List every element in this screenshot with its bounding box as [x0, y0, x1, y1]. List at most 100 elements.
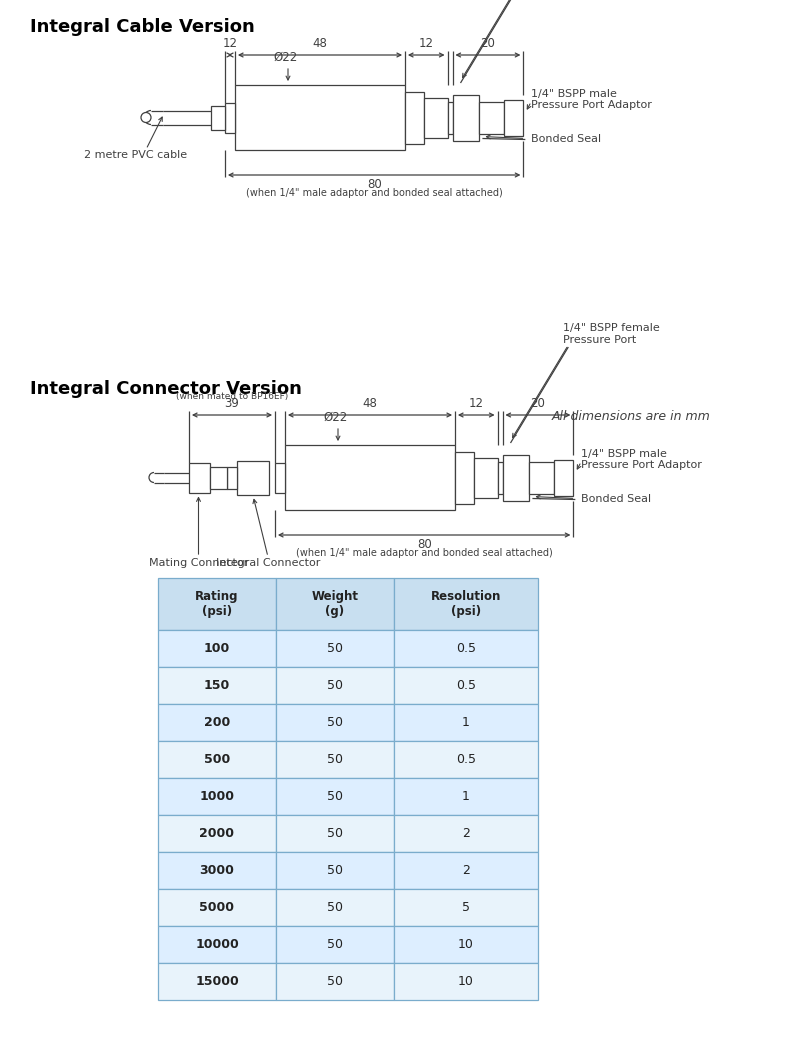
Text: 2000: 2000 [199, 827, 234, 840]
Bar [276, 889, 394, 926]
Text: 150: 150 [204, 679, 230, 692]
Bar [502, 454, 530, 500]
Bar [405, 92, 424, 144]
Text: 2: 2 [462, 864, 470, 877]
Text: (when 1/4" male adaptor and bonded seal attached): (when 1/4" male adaptor and bonded seal … [246, 188, 502, 198]
Text: Integral Connector: Integral Connector [216, 558, 320, 568]
Bar [158, 889, 276, 926]
Text: 10: 10 [458, 938, 474, 951]
Text: 20: 20 [481, 37, 495, 50]
Bar [394, 630, 538, 667]
Bar [394, 704, 538, 740]
Bar [276, 578, 394, 630]
Bar [394, 578, 538, 630]
Text: 39: 39 [225, 397, 239, 410]
Text: 15000: 15000 [195, 976, 239, 988]
Bar [158, 704, 276, 740]
Text: 1: 1 [462, 790, 470, 803]
Text: 50: 50 [327, 901, 343, 914]
Text: 1: 1 [462, 716, 470, 729]
Text: 5: 5 [462, 901, 470, 914]
Bar [424, 98, 447, 137]
Bar [225, 103, 235, 132]
Bar [394, 963, 538, 1000]
Text: 10: 10 [458, 976, 474, 988]
Text: (when 1/4" male adaptor and bonded seal attached): (when 1/4" male adaptor and bonded seal … [296, 548, 553, 558]
Text: 80: 80 [417, 538, 431, 551]
Bar [394, 852, 538, 889]
Text: 2 metre PVC cable: 2 metre PVC cable [85, 150, 187, 159]
Bar [158, 926, 276, 963]
Text: Ø22: Ø22 [324, 411, 348, 424]
Text: 500: 500 [204, 753, 230, 766]
Text: 1/4" BSPP male
Pressure Port Adaptor: 1/4" BSPP male Pressure Port Adaptor [531, 88, 652, 110]
Text: 3000: 3000 [199, 864, 234, 877]
Text: 1000: 1000 [199, 790, 234, 803]
Bar [158, 630, 276, 667]
Bar [285, 445, 455, 510]
Text: Bonded Seal: Bonded Seal [582, 494, 651, 504]
Text: Rating
(psi): Rating (psi) [195, 590, 238, 618]
Text: 12: 12 [418, 37, 434, 50]
Bar [447, 102, 453, 133]
Bar [394, 926, 538, 963]
Bar [158, 740, 276, 778]
Bar [394, 889, 538, 926]
Bar [210, 467, 227, 489]
Bar [276, 852, 394, 889]
Bar [158, 852, 276, 889]
Text: 50: 50 [327, 864, 343, 877]
Bar [158, 963, 276, 1000]
Text: 48: 48 [362, 397, 378, 410]
Text: 0.5: 0.5 [456, 679, 476, 692]
Bar [276, 963, 394, 1000]
Text: 50: 50 [327, 938, 343, 951]
Bar [276, 778, 394, 815]
Bar [275, 463, 285, 493]
Text: 5000: 5000 [199, 901, 234, 914]
Text: 0.5: 0.5 [456, 753, 476, 766]
Bar [453, 95, 479, 140]
Text: 12: 12 [469, 397, 484, 410]
Text: 1/4" BSPP female
Pressure Port: 1/4" BSPP female Pressure Port [563, 323, 660, 345]
Bar [554, 460, 574, 495]
Bar [276, 667, 394, 704]
Bar [158, 578, 276, 630]
Text: 100: 100 [204, 642, 230, 655]
Text: Integral Cable Version: Integral Cable Version [30, 18, 254, 36]
Text: 50: 50 [327, 790, 343, 803]
Text: Ø22: Ø22 [274, 51, 298, 64]
Text: 50: 50 [327, 753, 343, 766]
Bar [498, 462, 502, 494]
Text: Mating Connector: Mating Connector [149, 558, 248, 568]
Text: Bonded Seal: Bonded Seal [531, 134, 602, 145]
Text: 0.5: 0.5 [456, 642, 476, 655]
Bar [276, 704, 394, 740]
Bar [394, 815, 538, 852]
Bar [158, 815, 276, 852]
Text: (when mated to BP16EF): (when mated to BP16EF) [176, 392, 288, 401]
Bar [276, 815, 394, 852]
Bar [394, 740, 538, 778]
Bar [158, 778, 276, 815]
Bar [276, 630, 394, 667]
Text: 20: 20 [530, 397, 546, 410]
Bar [211, 105, 225, 130]
Text: 50: 50 [327, 716, 343, 729]
Bar [189, 463, 210, 493]
Bar [474, 458, 498, 497]
Text: 12: 12 [222, 37, 238, 50]
Bar [227, 467, 237, 489]
Bar [394, 667, 538, 704]
Bar [235, 85, 405, 150]
Text: 200: 200 [204, 716, 230, 729]
Text: 80: 80 [366, 178, 382, 191]
Text: 50: 50 [327, 976, 343, 988]
Bar [394, 778, 538, 815]
Bar [530, 462, 554, 494]
Circle shape [141, 112, 151, 123]
Bar [276, 740, 394, 778]
Text: All dimensions are in mm: All dimensions are in mm [551, 410, 710, 423]
Text: Resolution
(psi): Resolution (psi) [431, 590, 501, 618]
Bar [455, 451, 474, 503]
